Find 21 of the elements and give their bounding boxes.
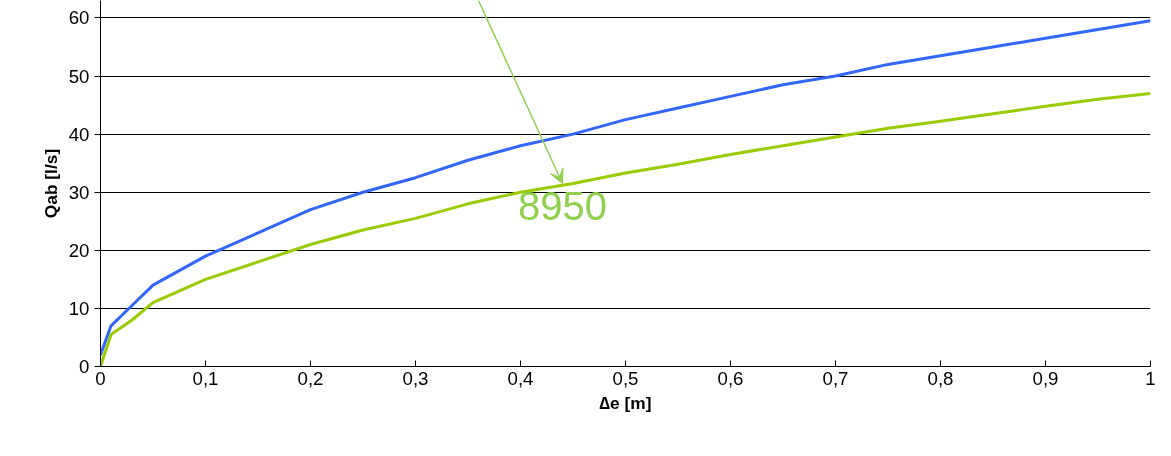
x-tick-label: 0,2: [297, 367, 324, 389]
x-tick-label: 0,4: [507, 367, 534, 389]
x-tick-label: 0,3: [402, 367, 429, 389]
y-axis-title: Qab [l/s]: [40, 148, 61, 219]
x-axis-title: ∆e [m]: [599, 392, 652, 413]
y-tick-label: 40: [68, 123, 90, 145]
y-tick-label: 50: [68, 65, 90, 87]
line-series: [100, 19, 1151, 357]
x-tick-label: 1: [1145, 367, 1156, 389]
x-tick-label: 0: [95, 367, 106, 389]
x-tick-label: 0,7: [822, 367, 849, 389]
x-tick-label: 0,1: [192, 367, 219, 389]
x-tick-label: 0,8: [927, 367, 954, 389]
x-tick-label: 0,9: [1032, 367, 1059, 389]
annotation: 8950: [518, 183, 607, 228]
y-tick-label: 60: [68, 7, 90, 29]
x-tick-label: 0,6: [717, 367, 744, 389]
y-tick-label: 10: [68, 297, 90, 319]
x-tick-label: 0,5: [612, 367, 639, 389]
y-tick-label: 30: [68, 181, 90, 203]
y-tick-label: 20: [68, 239, 90, 261]
